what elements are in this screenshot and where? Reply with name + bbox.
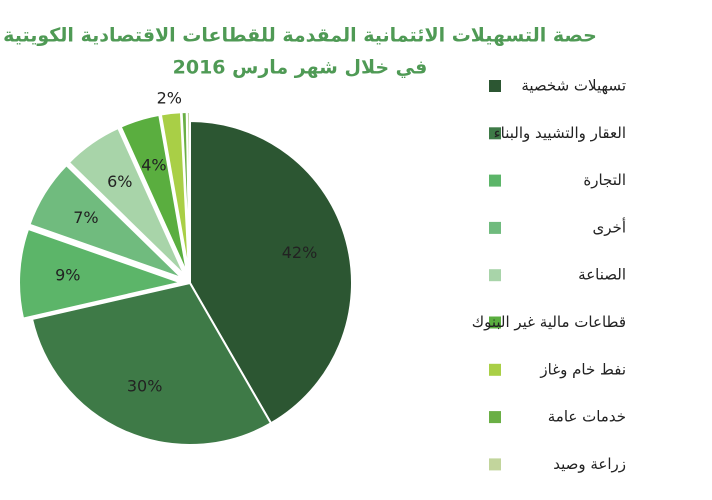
legend-swatch (489, 127, 501, 140)
pie-slice (185, 110, 191, 275)
legend-label: العقار والتشييد والبناء (494, 124, 626, 142)
legend-label: أخرى (593, 217, 626, 236)
pie-slice (18, 227, 185, 320)
pie-slice (67, 126, 186, 277)
legend-swatch (489, 458, 501, 471)
data-label: 42% (282, 243, 318, 262)
legend-label: قطاعات مالية غير البنوك (472, 313, 626, 331)
pie-slice (28, 163, 184, 280)
data-label: 30% (127, 376, 163, 395)
legend-swatch (489, 269, 501, 282)
legend-swatch (489, 221, 501, 234)
data-label: 7% (73, 208, 98, 227)
legend-swatch (489, 363, 501, 376)
pie-slice (30, 281, 273, 446)
legend-label: الصناعة (578, 266, 626, 284)
data-label: 4% (141, 156, 166, 175)
data-label: 6% (107, 172, 132, 191)
chart-title: حصة التسهيلات الائتمانية المقدمة للقطاعا… (3, 25, 597, 47)
legend-label: تسهيلات شخصية (521, 77, 626, 95)
pie-slice (119, 113, 189, 275)
legend-label: زراعة وصيد (553, 455, 626, 473)
pie-slice (189, 119, 353, 425)
legend-label: نفط خام وغاز (539, 360, 626, 378)
legend-swatch (489, 80, 501, 92)
legend-label: التجارة (583, 171, 626, 189)
data-label: 9% (55, 266, 80, 285)
data-label: 2% (157, 89, 182, 108)
legend-swatch (489, 411, 501, 424)
chart-subtitle: في خلال شهر مارس 2016 (173, 57, 428, 79)
legend-swatch (489, 174, 501, 187)
legend-swatch (489, 316, 501, 329)
legend-label: خدمات عامة (548, 408, 626, 426)
